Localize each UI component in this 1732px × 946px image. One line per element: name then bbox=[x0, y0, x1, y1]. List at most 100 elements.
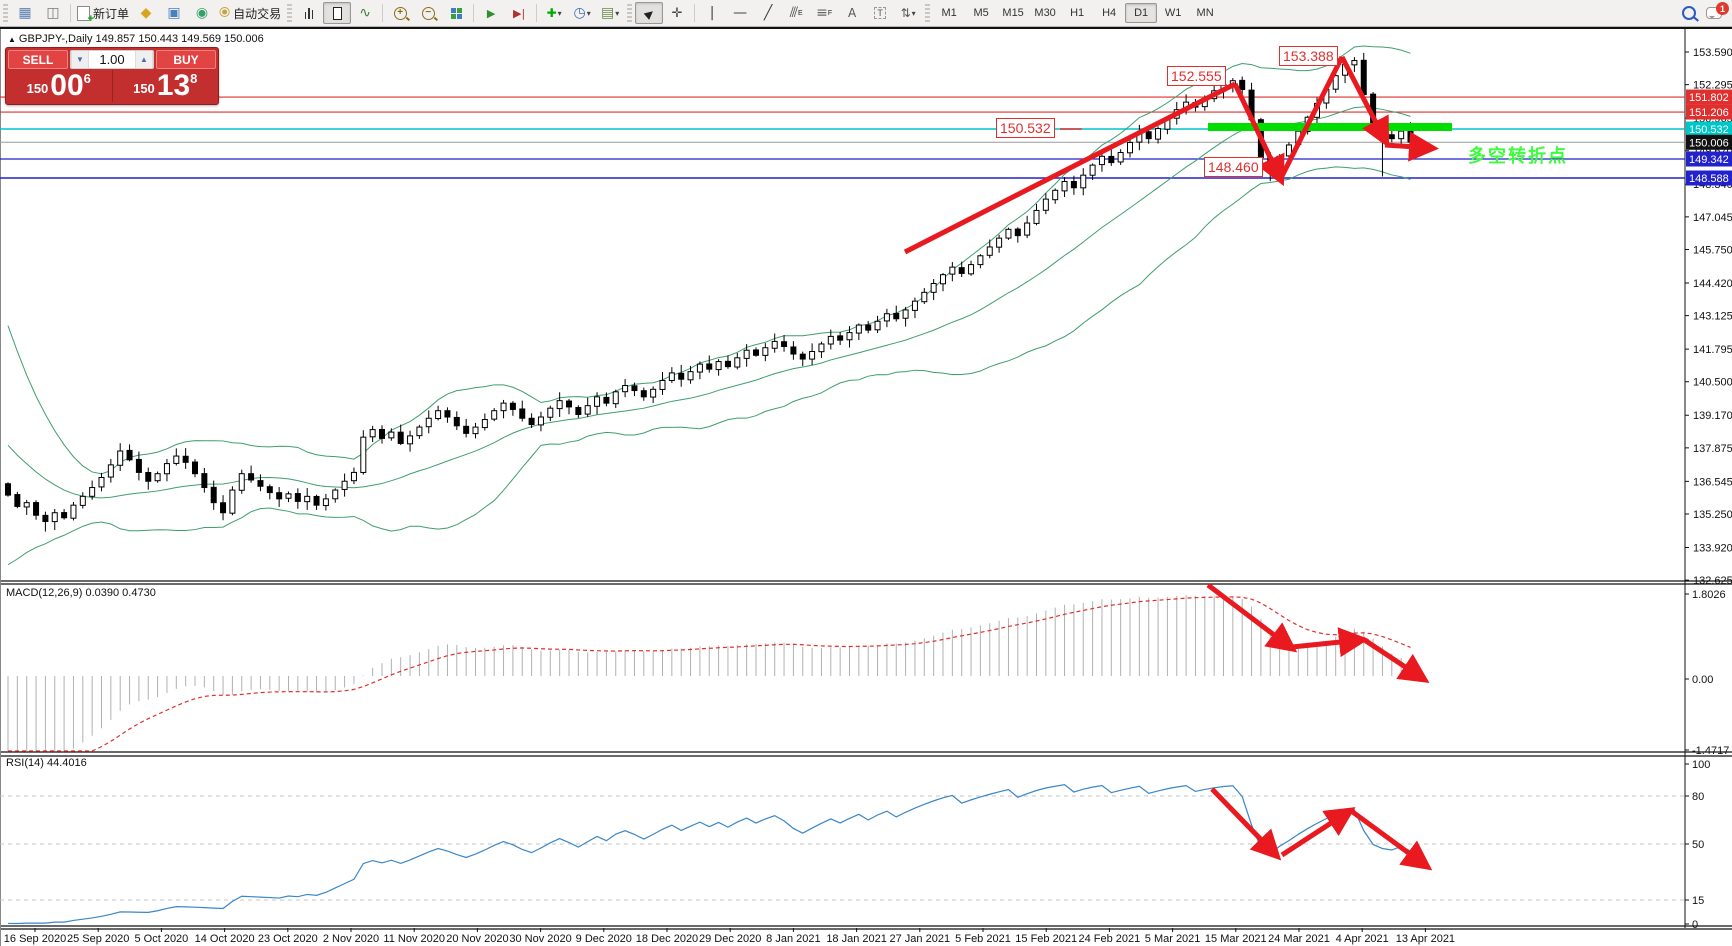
candle[interactable] bbox=[743, 349, 750, 359]
candle[interactable] bbox=[996, 237, 1003, 248]
line-chart-button[interactable]: ∿ bbox=[351, 2, 379, 24]
timeframe-M15[interactable]: M15 bbox=[1002, 7, 1024, 19]
candle[interactable] bbox=[1052, 189, 1059, 201]
candle[interactable] bbox=[846, 332, 853, 341]
chat-icon[interactable]: 1 bbox=[1706, 2, 1729, 19]
candle[interactable] bbox=[1042, 198, 1049, 211]
annotation-peak1[interactable]: 152.555 bbox=[1167, 66, 1226, 86]
candle[interactable] bbox=[163, 463, 170, 475]
candle[interactable] bbox=[930, 282, 937, 293]
indicators-button[interactable]: ✚ ▾ bbox=[540, 2, 568, 24]
candle[interactable] bbox=[537, 416, 544, 426]
timeframe-MN[interactable]: MN bbox=[1196, 7, 1214, 19]
text-button[interactable]: A bbox=[838, 2, 866, 24]
candle[interactable] bbox=[799, 353, 806, 360]
channel-button[interactable]: ⫻ E bbox=[782, 2, 810, 24]
timeframe-M5[interactable]: M5 bbox=[973, 7, 989, 19]
autotrade-button[interactable]: 🞊︎ 自动交易 bbox=[216, 2, 284, 24]
candle[interactable] bbox=[594, 396, 601, 407]
candle[interactable] bbox=[407, 435, 414, 445]
candle[interactable] bbox=[687, 371, 694, 381]
candle[interactable] bbox=[1108, 155, 1115, 164]
candle[interactable] bbox=[1239, 79, 1246, 91]
hline-button[interactable]: — bbox=[726, 2, 754, 24]
volume-value[interactable]: 1.00 bbox=[99, 52, 125, 67]
candle[interactable] bbox=[435, 410, 442, 420]
search-icon[interactable] bbox=[1682, 6, 1696, 20]
candle[interactable] bbox=[341, 480, 348, 490]
candle[interactable] bbox=[350, 471, 357, 482]
candle[interactable] bbox=[706, 363, 713, 370]
candle[interactable] bbox=[425, 417, 432, 428]
candle[interactable] bbox=[285, 493, 292, 499]
candle[interactable] bbox=[678, 372, 685, 380]
fibonacci-button[interactable]: ≡ F bbox=[810, 2, 838, 24]
candle[interactable] bbox=[107, 464, 114, 478]
chart-profiles-button[interactable]: ◫ bbox=[39, 2, 67, 24]
red-trend-arrow[interactable] bbox=[1384, 131, 1439, 162]
annotation-support[interactable]: 150.532 bbox=[996, 118, 1055, 138]
candle[interactable] bbox=[949, 266, 956, 275]
new-order-button[interactable]: 新订单 bbox=[74, 2, 132, 25]
candle[interactable] bbox=[865, 324, 872, 331]
candle[interactable] bbox=[360, 436, 367, 473]
candle[interactable] bbox=[1014, 228, 1021, 237]
candle[interactable] bbox=[818, 343, 825, 353]
candle[interactable] bbox=[968, 264, 975, 275]
collapse-triangle-icon[interactable]: ▲ bbox=[8, 35, 16, 44]
text-label-button[interactable]: T bbox=[866, 2, 894, 24]
candle[interactable] bbox=[1089, 164, 1096, 176]
candle[interactable] bbox=[257, 480, 264, 487]
red-trend-arrow[interactable] bbox=[1232, 82, 1285, 187]
candle[interactable] bbox=[556, 400, 563, 410]
candle[interactable] bbox=[902, 309, 909, 319]
candle[interactable] bbox=[201, 473, 208, 489]
green-support-bar[interactable] bbox=[1208, 123, 1452, 131]
bar-chart-button[interactable] bbox=[295, 2, 323, 24]
candle[interactable] bbox=[753, 349, 759, 356]
candle[interactable] bbox=[874, 320, 881, 331]
candle[interactable] bbox=[977, 255, 984, 266]
chart-shift-button[interactable]: ▶| bbox=[505, 2, 533, 24]
candle[interactable] bbox=[463, 425, 470, 434]
candle[interactable] bbox=[294, 493, 301, 502]
candle[interactable] bbox=[781, 341, 788, 347]
red-trend-arrow[interactable] bbox=[903, 81, 1237, 255]
candle[interactable] bbox=[70, 504, 77, 519]
candle[interactable] bbox=[584, 405, 591, 415]
candle[interactable] bbox=[117, 450, 124, 466]
chart-canvas[interactable]: 153.590152.295150.965149.670148.340147.0… bbox=[0, 29, 1732, 946]
candle[interactable] bbox=[921, 291, 928, 303]
history-center-button[interactable]: ◆ bbox=[132, 2, 160, 24]
candle[interactable] bbox=[603, 396, 610, 404]
candle[interactable] bbox=[883, 313, 890, 322]
red-trend-arrow[interactable] bbox=[1210, 787, 1282, 861]
annotation-note-cn[interactable]: 多空转折点 bbox=[1468, 146, 1568, 166]
candle[interactable] bbox=[89, 487, 96, 497]
red-trend-arrow[interactable] bbox=[1277, 55, 1345, 182]
tile-windows-button[interactable] bbox=[442, 2, 470, 24]
red-trend-arrow[interactable] bbox=[1348, 807, 1433, 871]
candle[interactable] bbox=[23, 502, 30, 508]
candle[interactable] bbox=[5, 483, 11, 496]
candle[interactable] bbox=[210, 486, 217, 504]
candle[interactable] bbox=[61, 512, 68, 519]
candle[interactable] bbox=[154, 473, 161, 482]
annotation-peak2[interactable]: 153.388 bbox=[1279, 46, 1338, 66]
candle[interactable] bbox=[1155, 128, 1162, 140]
arrows-button[interactable]: ⇅ ▾ bbox=[894, 2, 922, 24]
candle[interactable] bbox=[1388, 134, 1395, 140]
candle[interactable] bbox=[827, 335, 834, 345]
candle[interactable] bbox=[192, 461, 198, 475]
candle[interactable] bbox=[126, 449, 133, 461]
candle[interactable] bbox=[1005, 228, 1012, 239]
candle[interactable] bbox=[528, 417, 535, 426]
red-trend-arrow[interactable] bbox=[1291, 627, 1369, 658]
crosshair-button[interactable]: ✛ bbox=[663, 2, 691, 24]
candle[interactable] bbox=[444, 410, 451, 418]
candle[interactable] bbox=[1061, 180, 1068, 192]
candle[interactable] bbox=[1351, 60, 1358, 66]
buy-price[interactable]: 150 13 8 bbox=[113, 70, 219, 102]
timeframe-H1[interactable]: H1 bbox=[1070, 7, 1085, 19]
timeframe-M1[interactable]: M1 bbox=[941, 7, 957, 19]
